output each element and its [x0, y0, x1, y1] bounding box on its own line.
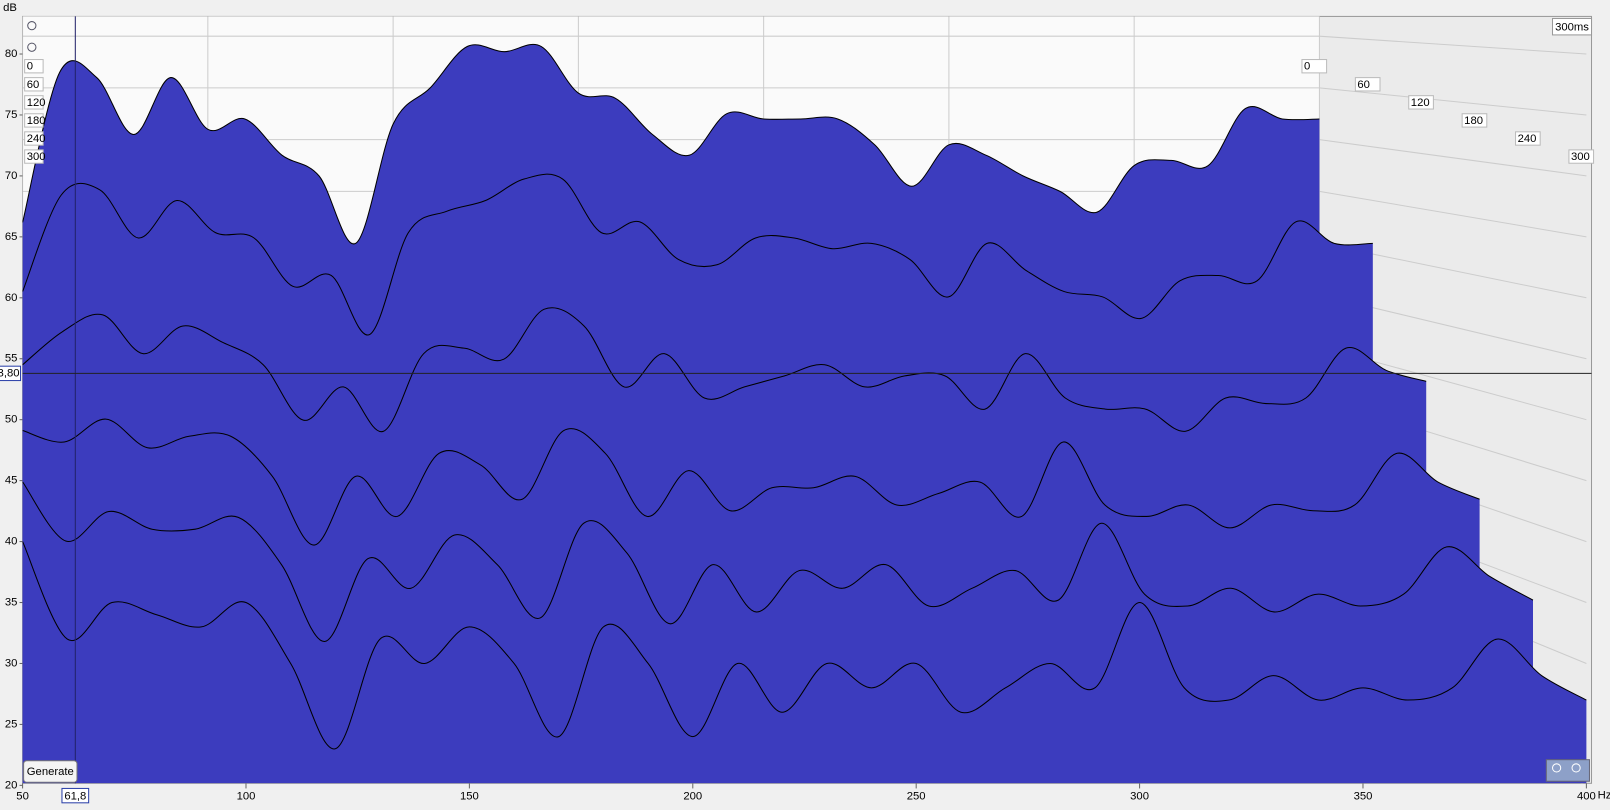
zoom-in-x[interactable]: [1571, 763, 1581, 773]
cursor-x-box: [61, 787, 90, 804]
slice-line: [22, 307, 1427, 432]
y-unit: dB: [3, 2, 17, 14]
depth-box: [1551, 17, 1593, 36]
y-tick-label: 40: [5, 536, 18, 548]
cursor-y-box: [0, 365, 22, 382]
slice-line: [22, 43, 1320, 245]
y-tick-label: 50: [5, 414, 18, 426]
depth-tick-label: 240: [1518, 133, 1537, 145]
y-tick-label: 80: [5, 48, 18, 60]
y-tick-label: 55: [5, 353, 18, 365]
depth-tick-box: [24, 59, 44, 74]
depth-tick-label: 180: [27, 115, 46, 127]
cursor-y-label: 53,80: [0, 367, 20, 379]
x-tick-label: 100: [237, 791, 256, 803]
x-tick-label: 50: [16, 791, 29, 803]
depth-tick-label: 120: [27, 97, 46, 109]
y-tick-label: 65: [5, 231, 18, 243]
slice-line: [22, 481, 1534, 643]
depth-tick-label: 180: [1464, 115, 1483, 127]
perspective-line: [1319, 87, 1587, 116]
depth-tick-label: 300: [27, 151, 46, 163]
x-tick-label: 300: [1130, 791, 1149, 803]
y-tick-label: 75: [5, 109, 18, 121]
y-tick-label: 35: [5, 597, 18, 609]
x-tick-label: 350: [1354, 791, 1373, 803]
slice-line: [22, 541, 1587, 750]
y-tick-label: 20: [5, 779, 18, 791]
generate-button[interactable]: Generate: [23, 760, 78, 783]
y-tick-label: 70: [5, 170, 18, 182]
depth-label: 300ms: [1555, 22, 1589, 34]
depth-tick-box: [1408, 95, 1434, 110]
depth-tick-box: [1568, 149, 1595, 164]
depth-tick-box: [1461, 113, 1488, 128]
x-unit: Hz: [1598, 790, 1610, 802]
overlay: 0 0 60 60 120 120 180 180 240 240 300 300 20 25 30 35 40…: [0, 16, 1596, 804]
depth-tick-box: [24, 77, 44, 92]
depth-tick-label: 300: [1571, 151, 1590, 163]
y-tick-label: 60: [5, 292, 18, 304]
depth-tick-box: [1515, 131, 1541, 146]
button-label[interactable]: Generate: [27, 766, 74, 778]
depth-tick-box: [1301, 59, 1328, 74]
x-tick-label: 250: [907, 791, 926, 803]
zoom-in-y[interactable]: [27, 21, 37, 31]
depth-tick-label: 240: [27, 133, 46, 145]
zoom-out-y[interactable]: [27, 42, 37, 52]
depth-tick-box: [24, 113, 44, 128]
y-tick-label: 25: [5, 718, 18, 730]
y-tick-label: 30: [5, 657, 18, 669]
perspective-line: [1319, 190, 1587, 238]
zoom-icons[interactable]: [27, 21, 1590, 782]
slices: [22, 43, 1587, 784]
y-tick-label: 45: [5, 475, 18, 487]
depth-tick-label: 0: [1304, 61, 1310, 73]
slice-line: [22, 418, 1480, 546]
depth-tick-label: 120: [1411, 97, 1430, 109]
depth-tick-label: 0: [27, 61, 33, 73]
perspective-line: [1319, 139, 1587, 177]
depth-tick-label: 60: [27, 79, 40, 91]
x-tick-label: 200: [683, 791, 702, 803]
button-frame[interactable]: [23, 760, 78, 783]
depth-tick-box: [24, 131, 44, 146]
x-tick-label: 150: [460, 791, 479, 803]
depth-tick-box: [24, 95, 44, 110]
slice-fill: [22, 541, 1587, 784]
zoom-out-x[interactable]: [1551, 763, 1562, 773]
slice-line: [22, 173, 1373, 336]
cursor-x-label: 61,8: [64, 791, 86, 803]
x-tick-label: 400: [1577, 791, 1596, 803]
perspective-line: [1319, 35, 1587, 55]
depth-tick-label: 60: [1357, 79, 1370, 91]
depth-tick-box: [24, 149, 44, 164]
depth-tick-box: [1354, 77, 1381, 92]
